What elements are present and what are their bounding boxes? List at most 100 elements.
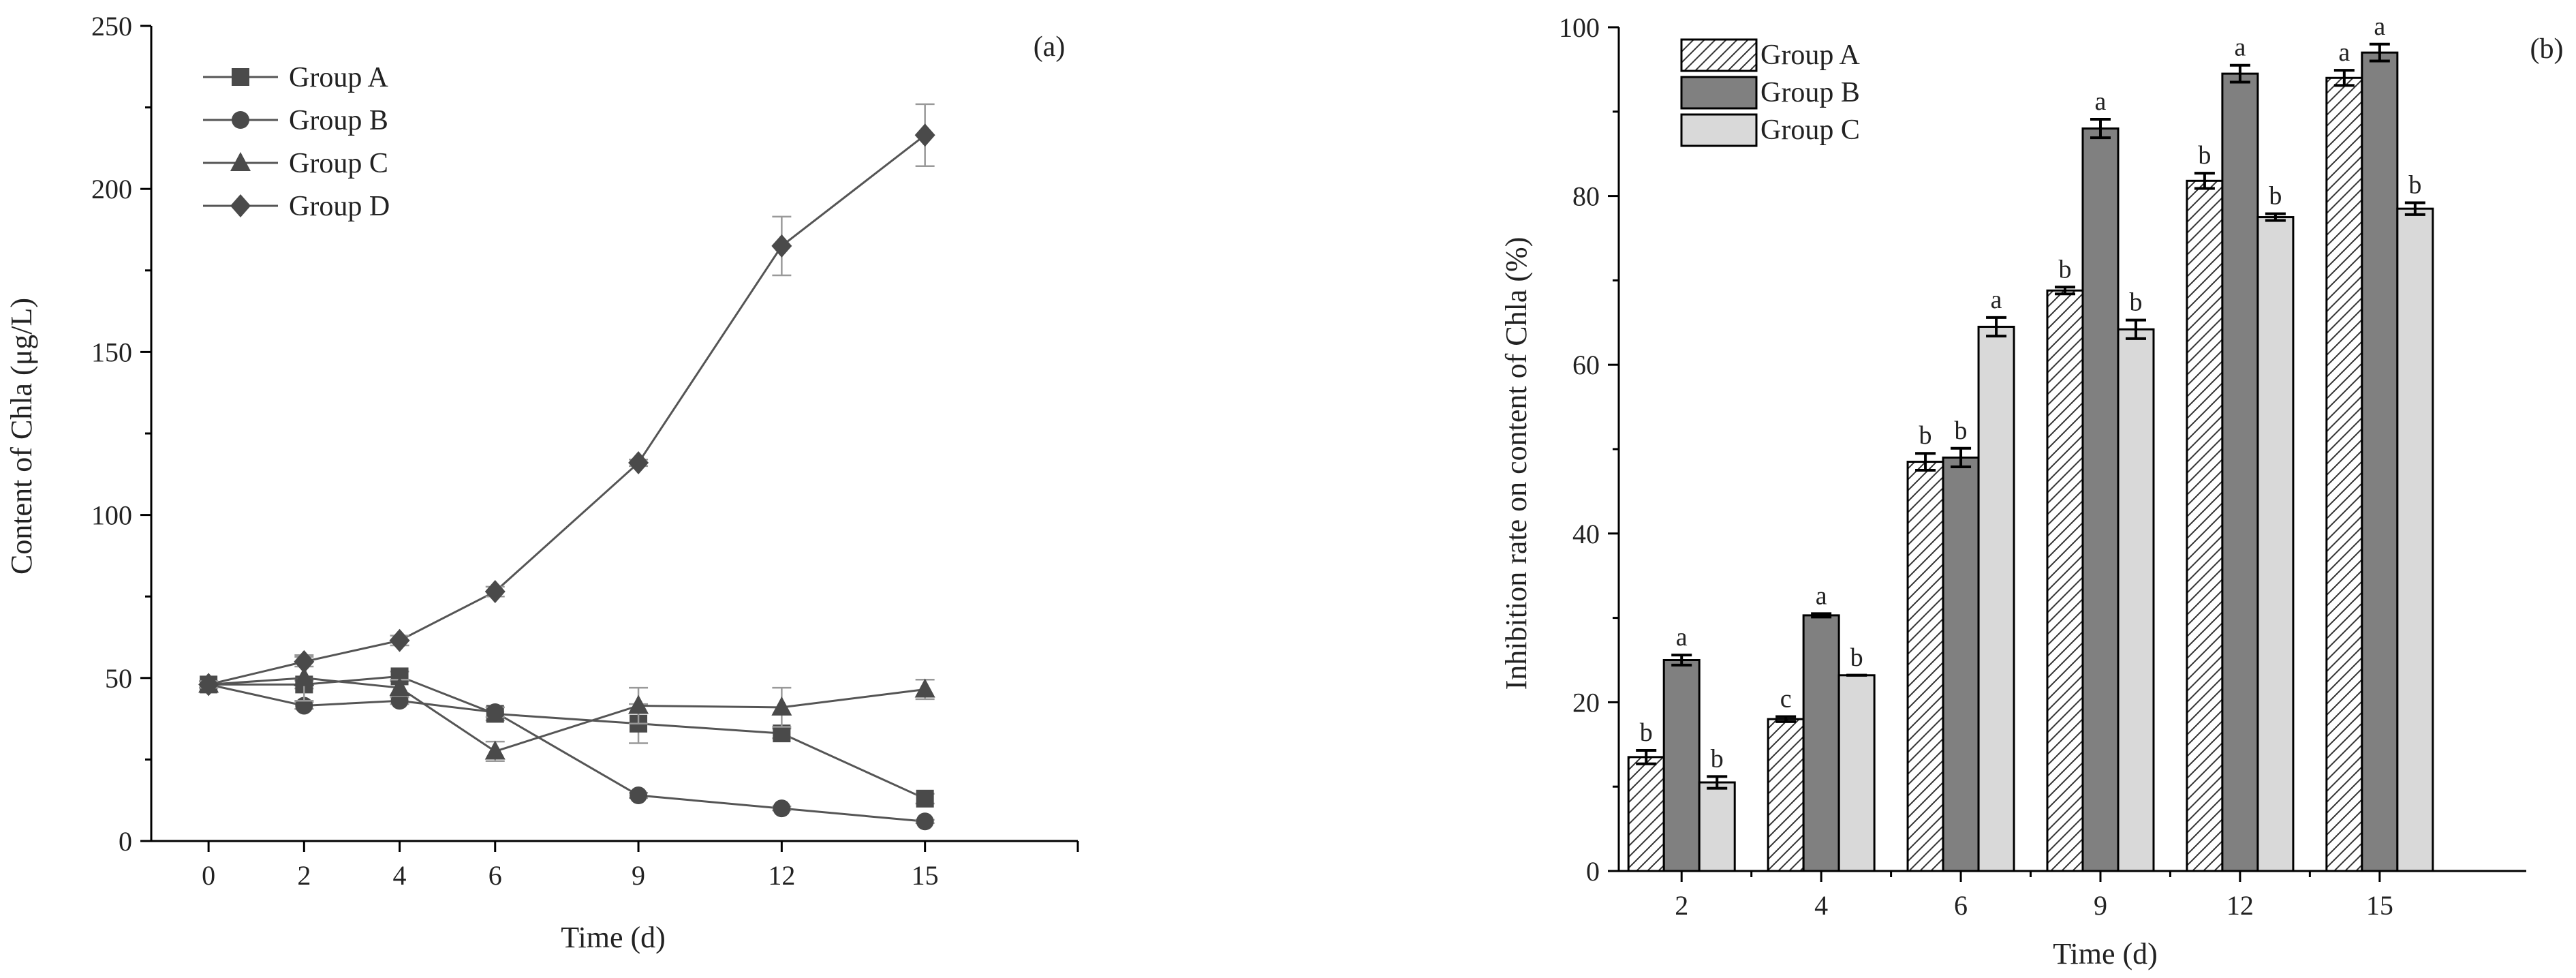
legend-label: Group B xyxy=(1760,77,1860,108)
bar xyxy=(2186,179,2224,872)
triangle-marker xyxy=(484,740,506,760)
triangle-marker xyxy=(771,696,792,716)
y-tick-label: 0 xyxy=(119,826,132,857)
circle-marker xyxy=(773,799,791,818)
y-tick-label: 0 xyxy=(1586,856,1600,887)
y-tick-label: 200 xyxy=(91,174,132,204)
legend-swatch xyxy=(1680,38,1758,72)
bar xyxy=(2325,76,2363,872)
y-tick-label: 60 xyxy=(1572,350,1600,380)
bar xyxy=(2221,72,2259,872)
significance-label: b xyxy=(1919,421,1932,450)
bar xyxy=(2117,328,2155,872)
bar xyxy=(2256,216,2295,872)
y-axis-title: Content of Chla (μg/L) xyxy=(5,298,38,575)
significance-label: a xyxy=(2338,38,2350,67)
x-tick-label: 0 xyxy=(202,860,215,891)
significance-label: a xyxy=(2234,33,2246,62)
significance-label: b xyxy=(1640,718,1653,747)
bar-series: bba bb b xyxy=(1698,171,2434,872)
x-tick-label: 4 xyxy=(393,860,407,891)
y-tick-label: 250 xyxy=(91,11,132,42)
significance-label: b xyxy=(2129,288,2142,317)
diamond-marker xyxy=(389,628,410,652)
significance-label: b xyxy=(2269,182,2282,211)
significance-label: b xyxy=(2408,171,2421,200)
y-axis-title: Inhibition rate on content of Chla (%) xyxy=(1500,237,1533,690)
bar xyxy=(2396,207,2434,872)
bar xyxy=(1802,614,1840,872)
bar xyxy=(1837,674,1876,872)
x-tick-label: 12 xyxy=(2226,890,2254,921)
circle-marker xyxy=(916,812,934,831)
line-series xyxy=(198,103,935,697)
x-tick-label: 6 xyxy=(1954,890,1968,921)
legend-entry: Group D xyxy=(203,191,390,222)
legend-label: Group A xyxy=(289,62,389,93)
line-series xyxy=(198,654,935,763)
legend-swatch xyxy=(1680,76,1758,110)
diamond-marker xyxy=(230,194,251,217)
legend-label: Group A xyxy=(1760,40,1861,71)
series-line xyxy=(208,677,925,753)
x-tick-label: 15 xyxy=(2366,890,2393,921)
bar xyxy=(1698,781,1736,872)
legend-swatch xyxy=(1680,113,1758,147)
triangle-marker xyxy=(628,694,649,714)
y-tick-label: 40 xyxy=(1572,519,1600,549)
x-axis-title: Time (d) xyxy=(2053,937,2158,971)
significance-label: a xyxy=(1816,581,1827,610)
y-tick-label: 80 xyxy=(1572,181,1600,212)
bar xyxy=(1942,456,1980,872)
bar-chart-b: 0 20 40 60 80 100 2 4 6 9 12 15 Inhibition rate on … xyxy=(1500,12,2563,971)
circle-marker xyxy=(630,786,648,805)
diamond-marker xyxy=(914,123,935,147)
x-tick-label: 4 xyxy=(1814,890,1828,921)
diamond-marker xyxy=(484,580,506,604)
line-chart-axes: 0 50 100 150 200 250 0 2 4 6 9 12 15 xyxy=(91,11,1079,891)
bar xyxy=(1977,325,2015,872)
y-tick-label: 150 xyxy=(91,337,132,367)
legend-label: Group D xyxy=(289,191,390,222)
legend: Group A Group B Group C Group D xyxy=(203,62,390,222)
diamond-marker xyxy=(771,234,792,258)
y-tick-label: 100 xyxy=(1559,12,1600,43)
legend: Group A Group B Group C xyxy=(1680,38,1861,147)
legend-entry: Group A xyxy=(1680,38,1861,72)
bar xyxy=(1767,718,1805,872)
significance-label: b xyxy=(2058,255,2071,284)
bar xyxy=(2361,51,2399,872)
diamond-marker xyxy=(198,673,219,697)
bar xyxy=(2046,289,2084,872)
legend-entry: Group B xyxy=(203,105,388,136)
significance-label: c xyxy=(1780,684,1792,713)
legend-label: Group B xyxy=(289,105,388,136)
line-series-group xyxy=(198,103,935,831)
circle-marker xyxy=(232,111,249,129)
legend-entry: Group C xyxy=(203,148,388,179)
significance-label: b xyxy=(1850,643,1863,672)
triangle-marker xyxy=(914,678,935,698)
series-line xyxy=(208,683,925,823)
x-tick-label: 15 xyxy=(912,860,939,891)
square-marker xyxy=(916,789,934,808)
y-tick-label: 50 xyxy=(105,663,132,694)
legend-label: Group C xyxy=(1760,114,1860,146)
diamond-marker xyxy=(294,650,315,673)
bar xyxy=(1906,461,1944,872)
y-tick-label: 100 xyxy=(91,500,132,531)
significance-label: a xyxy=(1991,286,2002,314)
significance-label: b xyxy=(1711,744,1724,773)
legend-entry: Group C xyxy=(1680,113,1860,147)
bar xyxy=(1662,659,1701,872)
legend-label: Group C xyxy=(289,148,388,179)
line-chart-a: 0 50 100 150 200 250 0 2 4 6 9 12 15 Content of Chla… xyxy=(5,11,1079,954)
triangle-marker xyxy=(294,667,315,686)
x-tick-label: 6 xyxy=(488,860,502,891)
square-marker xyxy=(232,68,249,86)
x-tick-label: 9 xyxy=(2094,890,2107,921)
significance-label: b xyxy=(1955,416,1968,445)
